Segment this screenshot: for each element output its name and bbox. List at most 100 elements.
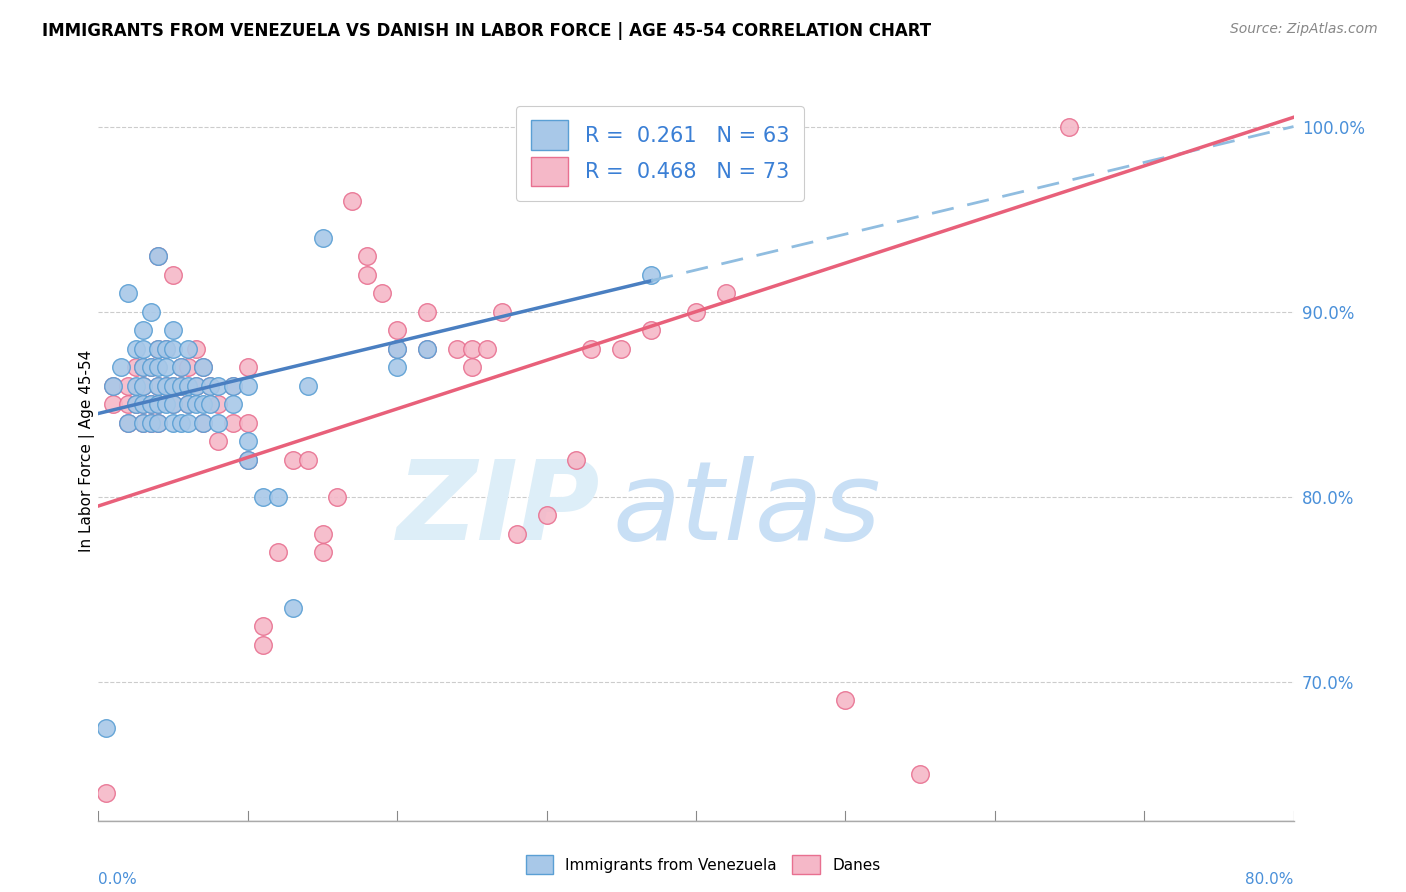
Point <box>155 342 177 356</box>
Point <box>416 342 439 356</box>
Point <box>200 397 222 411</box>
Point <box>311 230 333 244</box>
Text: Source: ZipAtlas.com: Source: ZipAtlas.com <box>1230 22 1378 37</box>
Legend: R =  0.261   N = 63, R =  0.468   N = 73: R = 0.261 N = 63, R = 0.468 N = 73 <box>516 105 804 201</box>
Text: 80.0%: 80.0% <box>1246 872 1294 888</box>
Point <box>236 416 259 430</box>
Point <box>200 378 222 392</box>
Point <box>148 416 170 430</box>
Point <box>446 342 468 356</box>
Point <box>177 397 200 411</box>
Point <box>475 342 498 356</box>
Point <box>117 397 139 411</box>
Point <box>326 490 349 504</box>
Point <box>222 416 245 430</box>
Point <box>908 767 931 781</box>
Point <box>132 378 155 392</box>
Point <box>281 600 304 615</box>
Point <box>184 378 207 392</box>
Point <box>94 786 117 800</box>
Point <box>461 360 484 375</box>
Point <box>169 360 191 375</box>
Y-axis label: In Labor Force | Age 45-54: In Labor Force | Age 45-54 <box>79 350 96 551</box>
Point <box>356 249 378 263</box>
Point <box>169 416 191 430</box>
Point <box>371 286 394 301</box>
Point <box>177 397 200 411</box>
Point <box>565 452 588 467</box>
Point <box>416 304 439 318</box>
Point <box>252 638 274 652</box>
Point <box>714 286 737 301</box>
Point <box>311 526 333 541</box>
Point <box>139 304 162 318</box>
Point <box>117 416 139 430</box>
Point <box>252 619 274 633</box>
Point <box>461 342 484 356</box>
Point <box>207 397 229 411</box>
Point <box>385 360 409 375</box>
Point <box>834 693 856 707</box>
Point <box>191 416 214 430</box>
Point <box>297 378 319 392</box>
Point <box>148 378 170 392</box>
Point <box>139 416 162 430</box>
Point <box>155 378 177 392</box>
Point <box>132 323 155 337</box>
Point <box>139 397 162 411</box>
Point <box>110 360 132 375</box>
Point <box>169 378 191 392</box>
Point <box>297 452 319 467</box>
Point <box>177 360 200 375</box>
Point <box>281 452 304 467</box>
Point <box>169 360 191 375</box>
Point <box>148 397 170 411</box>
Point <box>207 434 229 449</box>
Point <box>132 342 155 356</box>
Point <box>125 342 148 356</box>
Point <box>385 342 409 356</box>
Point <box>103 378 125 392</box>
Point <box>139 360 162 375</box>
Point <box>103 397 125 411</box>
Point <box>184 378 207 392</box>
Point <box>385 342 409 356</box>
Point <box>184 397 207 411</box>
Point <box>236 452 259 467</box>
Point <box>191 360 214 375</box>
Point <box>169 378 191 392</box>
Point <box>148 378 170 392</box>
Text: 0.0%: 0.0% <box>98 872 138 888</box>
Point <box>148 249 170 263</box>
Point <box>356 268 378 282</box>
Point <box>1059 120 1081 134</box>
Point <box>191 397 214 411</box>
Point <box>267 545 290 559</box>
Point <box>184 342 207 356</box>
Point <box>94 721 117 735</box>
Point <box>132 416 155 430</box>
Point <box>342 194 364 208</box>
Point <box>117 416 139 430</box>
Point <box>207 378 229 392</box>
Point <box>506 526 529 541</box>
Point <box>267 490 290 504</box>
Point <box>132 397 155 411</box>
Point <box>252 490 274 504</box>
Point <box>177 416 200 430</box>
Point <box>491 304 513 318</box>
Point <box>162 416 184 430</box>
Point <box>155 378 177 392</box>
Point <box>117 286 139 301</box>
Point <box>416 342 439 356</box>
Point <box>610 342 633 356</box>
Point <box>162 342 184 356</box>
Point <box>640 268 662 282</box>
Point <box>236 378 259 392</box>
Point <box>162 397 184 411</box>
Point <box>139 360 162 375</box>
Point <box>162 323 184 337</box>
Point <box>177 342 200 356</box>
Point <box>581 342 603 356</box>
Point <box>162 378 184 392</box>
